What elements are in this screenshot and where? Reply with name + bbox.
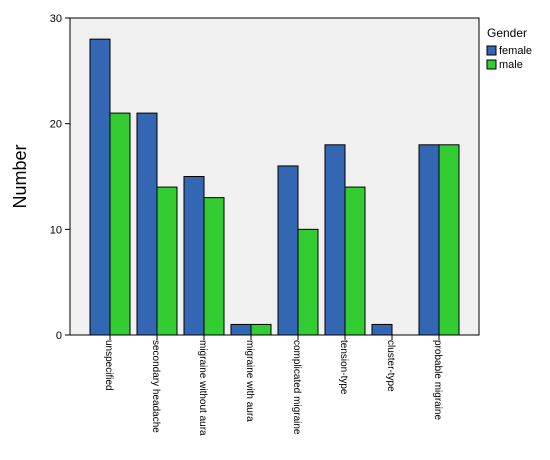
bar-male: [203, 197, 225, 336]
x-tick-label: probable migraine: [432, 340, 443, 420]
legend-entry-female: female: [499, 45, 532, 57]
legend-swatch-female: [486, 45, 497, 56]
y-tick-label: 30: [50, 13, 62, 25]
bar-male: [156, 186, 178, 336]
bar-male: [438, 144, 460, 336]
y-tick-label: 10: [50, 224, 62, 236]
bar-female: [277, 165, 299, 336]
y-axis-label: Number: [10, 144, 30, 208]
bars-group: [89, 38, 460, 336]
x-tick-label: migraine without aura: [197, 340, 208, 436]
bar-male: [250, 323, 272, 336]
bar-female: [136, 112, 158, 336]
y-axis: 0 10 20 30: [50, 13, 70, 342]
y-tick-label: 20: [50, 119, 62, 131]
x-tick-label: migraine with aura: [244, 340, 255, 422]
legend: Gender female male: [486, 26, 532, 71]
bar-male: [109, 112, 131, 336]
plot-area: [69, 17, 480, 336]
bar-male: [344, 186, 366, 336]
legend-swatch-male: [486, 59, 497, 70]
bar-male: [297, 228, 319, 336]
x-tick-label: cluster-type: [385, 340, 396, 392]
x-tick-label: unspecified: [103, 340, 114, 391]
x-tick-label: secondary headache: [150, 340, 161, 433]
x-tick-label: complicated migraine: [291, 340, 302, 435]
bar-female: [183, 176, 205, 336]
bar-female: [230, 323, 252, 336]
bar-female: [324, 144, 346, 336]
legend-entry-male: male: [499, 59, 523, 71]
legend-title: Gender: [487, 26, 527, 40]
x-axis: unspecified secondary headache migraine wi…: [103, 335, 443, 436]
y-tick-label: 0: [56, 330, 62, 342]
bar-female: [418, 144, 440, 336]
bar-female: [371, 323, 393, 336]
bar-female: [89, 38, 111, 336]
x-tick-label: tension-type: [338, 340, 349, 395]
